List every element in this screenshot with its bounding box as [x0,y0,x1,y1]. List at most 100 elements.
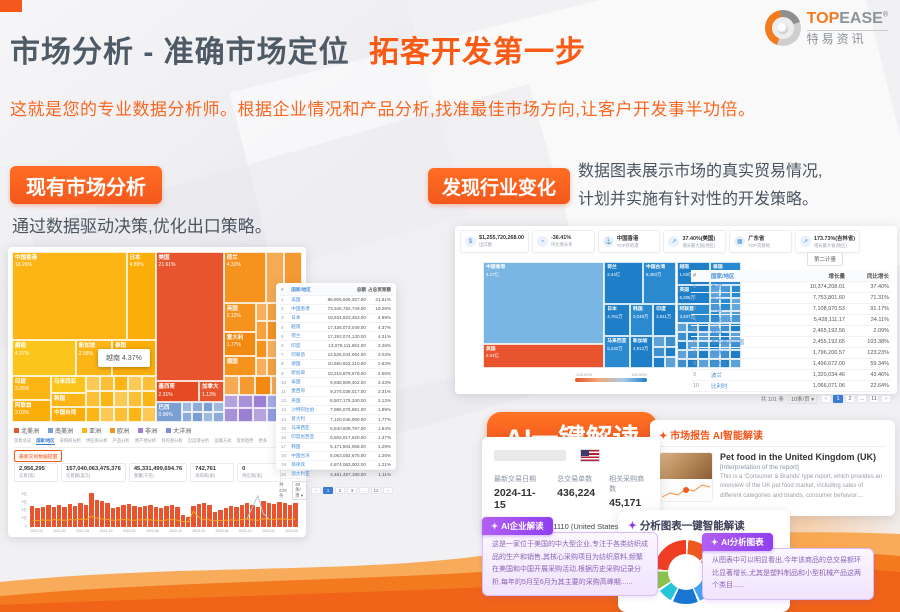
treemap-cell[interactable] [223,394,239,409]
page-button[interactable]: … [857,395,867,403]
legend-item[interactable]: 亚洲 [82,426,101,435]
dashboard-tab[interactable]: 原产地分析 [134,438,157,443]
treemap-cell[interactable] [192,411,203,422]
treemap-cell[interactable]: 美国 3.04亿 [483,343,605,368]
page-button[interactable]: 1 [833,395,843,403]
treemap-cell[interactable] [127,391,142,407]
treemap-cell[interactable] [676,341,688,351]
treemap-cell[interactable] [85,376,100,392]
treemap-cell[interactable]: 日本 4.89% [126,252,156,341]
treemap-cell[interactable] [255,376,271,395]
treemap-cell[interactable] [99,391,114,407]
page-button[interactable]: 12 [371,487,381,495]
treemap-cell[interactable] [213,411,224,422]
treemap-cell[interactable] [653,357,665,368]
treemap-cell[interactable]: 中国台湾 8,493万 [642,262,677,305]
data-notice-badge[interactable]: 最新交易数据提醒 [14,450,63,462]
treemap-cell[interactable] [113,406,128,422]
kpi-card[interactable]: ↗ 37.40%(美国) 增长最大国(地区) [663,230,727,253]
country-link[interactable]: 意大利 [291,416,306,422]
treemap-cell[interactable] [181,401,193,412]
country-link[interactable]: 印度 [291,342,301,348]
dashboard-tab[interactable]: 国家/地区 [36,438,55,445]
kpi-card[interactable]: ▦ 广东省 TOP货源地 [729,230,792,253]
country-link[interactable]: 中国香港 [291,305,310,311]
page-button[interactable]: › [383,487,393,495]
country-link[interactable]: 美国 [291,296,301,302]
treemap-cell[interactable]: 印度 3.26% [12,376,52,400]
country-link[interactable]: 阿联酋 [291,351,306,357]
page-button[interactable]: 3 [347,487,357,495]
existing-market-badge[interactable]: 现有市场分析 [10,166,162,204]
country-link[interactable]: 沙特阿拉伯 [291,406,315,412]
treemap-cell[interactable] [141,406,156,422]
country-link[interactable]: 马来西亚 [291,425,310,431]
treemap-cell[interactable] [664,357,677,368]
treemap-cell[interactable] [255,339,268,358]
page-button[interactable]: 11 [869,395,879,403]
page-size-select[interactable]: 10条/页 ▾ [788,394,817,404]
treemap-cell[interactable]: 加拿大 1.13% [199,381,224,402]
kpi-card[interactable]: ↗ 173.73%(吉林省) 增长最大省(地区) [794,230,861,253]
country-link[interactable]: 美国 [711,285,723,291]
treemap-cell[interactable] [213,401,224,412]
kpi-card[interactable]: ⚓ 中国香港 TOP目的港 [597,230,661,253]
treemap-cell[interactable] [127,376,142,392]
kpi-card[interactable]: ◔ -36.41% 环比增长率 [531,230,595,253]
treemap-cell[interactable]: 中国台湾 [51,406,86,422]
legend-item[interactable]: 南美洲 [48,426,73,435]
treemap-cell[interactable] [676,350,688,360]
treemap-cell[interactable] [255,321,268,340]
treemap-cell[interactable] [252,408,268,422]
country-link[interactable]: 阿联酋 [711,351,728,357]
page-button[interactable]: ‹ [311,487,321,495]
country-link[interactable]: 英国 [291,397,301,403]
dashboard-tab[interactable]: 采购商分析 [59,438,82,443]
treemap-cell[interactable] [664,346,677,358]
treemap-cell[interactable] [252,394,268,409]
treemap-cell[interactable] [664,336,677,347]
treemap-cell[interactable] [653,346,665,358]
treemap-cell[interactable] [113,376,128,392]
treemap-cell[interactable]: 巴西 0.96% [155,401,182,422]
treemap-cell[interactable]: 中国香港 18.26% [12,252,127,341]
country-link[interactable]: 中国台湾 [291,452,310,458]
country-link[interactable]: 荷兰 [291,333,301,339]
treemap-cell[interactable]: 荷兰 4.31% [223,252,266,303]
treemap-cell[interactable]: 中国香港 4.27亿 [483,262,605,344]
legend-item[interactable]: 大洋洲 [166,426,191,435]
page-button[interactable]: 2 [335,487,345,495]
legend-item[interactable]: 欧洲 [110,426,129,435]
dashboard-tab[interactable]: 供应商分析 [86,438,108,443]
dashboard-tab[interactable]: 贸易总览 [14,438,32,443]
page-button[interactable]: … [359,487,369,495]
country-link[interactable]: 韩国 [711,329,723,335]
page-button[interactable]: ‹ [821,395,831,403]
treemap-cell[interactable] [127,406,142,422]
treemap-cell[interactable] [85,391,100,407]
country-link[interactable]: 墨西哥 [291,388,306,394]
treemap-cell[interactable] [202,411,214,422]
country-link[interactable]: 越南 [291,324,301,330]
treemap-cell[interactable]: 美国 21.61% [155,252,224,382]
treemap-cell[interactable]: 印度 2,511万 [653,304,677,337]
report-title[interactable]: Pet food in the United Kingdom (UK) [720,452,876,462]
treemap-cell[interactable] [181,411,193,422]
country-link[interactable]: 波兰 [711,373,723,379]
treemap-cell[interactable] [255,357,268,377]
treemap-cell[interactable]: 墨西哥 2.31% [155,381,200,402]
country-link[interactable]: 泰国 [291,379,301,385]
second-measure-button[interactable]: 第二计量 [807,252,844,266]
country-link[interactable]: 新加坡 [291,370,306,376]
treemap-cell[interactable] [223,376,240,395]
treemap-cell[interactable] [238,408,253,422]
country-link[interactable]: 澳大利亚 [291,471,310,477]
treemap-cell[interactable] [239,376,256,395]
treemap-cell[interactable]: 韩国 [51,393,86,407]
country-link[interactable]: 德国 [291,360,301,366]
treemap-cell[interactable] [238,394,253,409]
dashboard-tab[interactable]: 更多 [258,438,268,443]
treemap-cell[interactable] [99,406,114,422]
treemap-cell[interactable]: 越南 4.37% [12,340,76,377]
dashboard-tab[interactable]: 贸易趋势 [236,438,254,443]
